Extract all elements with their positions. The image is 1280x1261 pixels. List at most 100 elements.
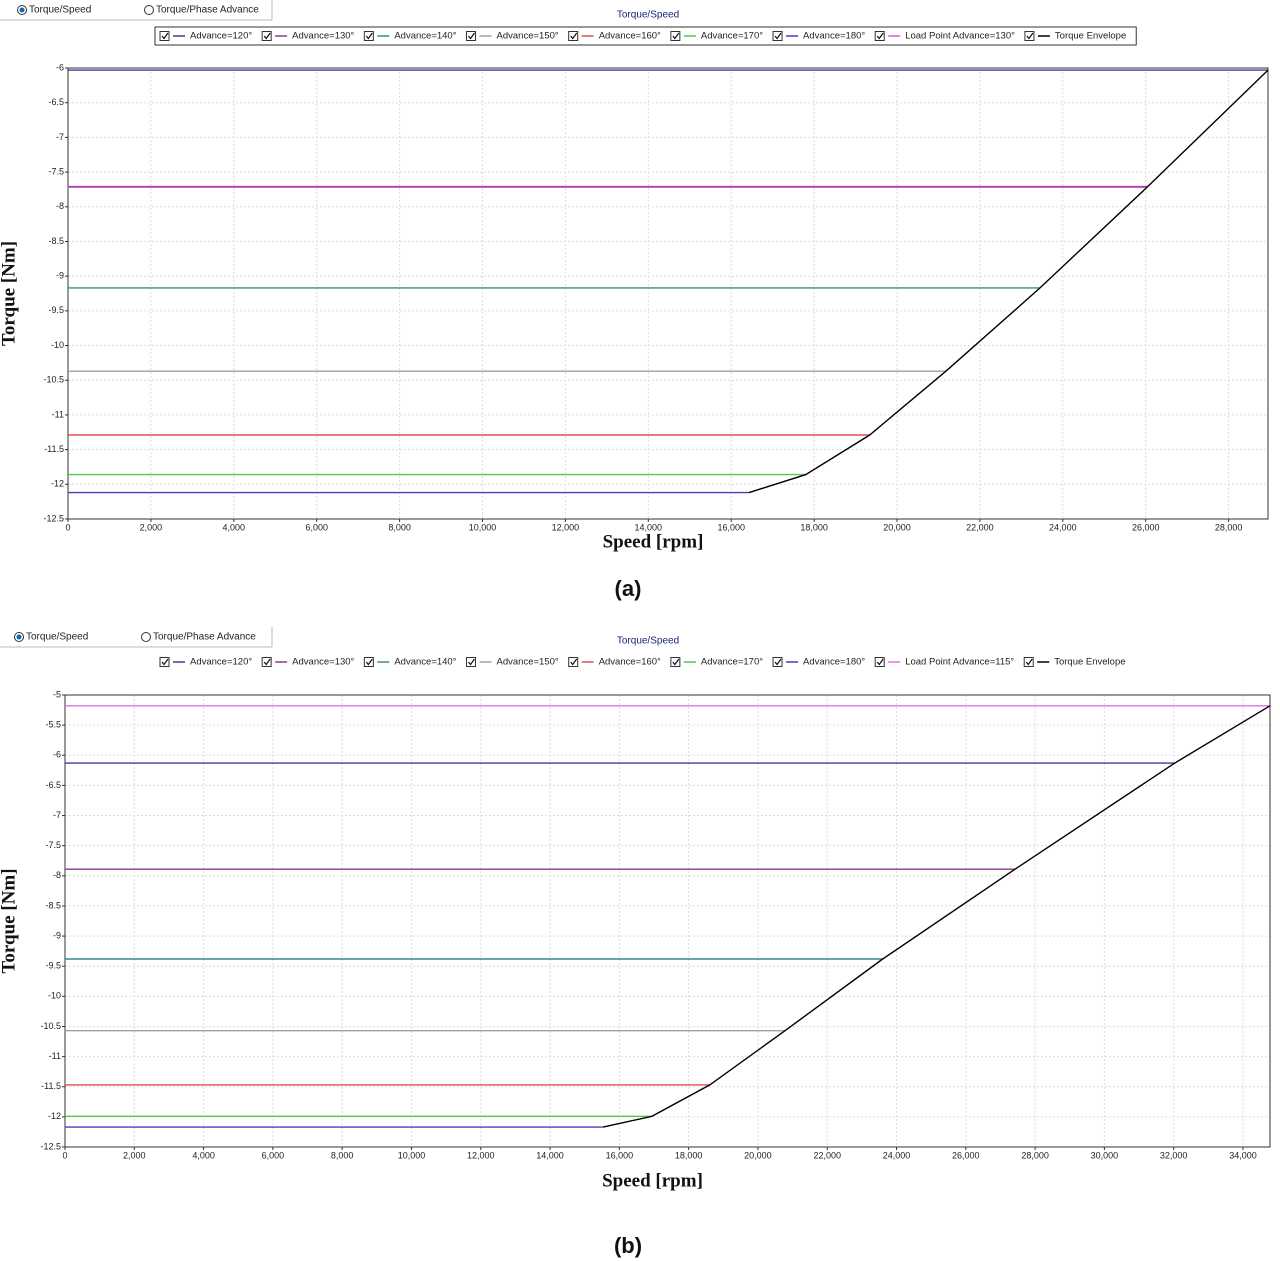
y-tick-label: -7.5 (45, 840, 61, 850)
y-tick-label: -8.5 (45, 900, 61, 910)
legend-label: Advance=150° (497, 657, 559, 668)
legend-checkbox[interactable] (874, 657, 885, 667)
x-tick-label: 22,000 (966, 522, 994, 532)
legend-checkbox[interactable] (159, 657, 170, 667)
check-mark (1026, 32, 1034, 40)
chart: Torque/Speed Torque/Phase Advance Torque/S… (0, 0, 1269, 601)
x-tick-label: 8,000 (331, 1150, 354, 1160)
y-tick-label: -11.5 (41, 1081, 61, 1091)
check-mark (672, 658, 680, 666)
caption: (b) (614, 1233, 642, 1258)
check-mark (774, 32, 782, 40)
x-tick-label: 14,000 (635, 522, 663, 532)
x-tick-label: 24,000 (883, 1150, 911, 1160)
series-line (748, 69, 1269, 494)
legend-checkbox[interactable] (261, 31, 272, 41)
legend-checkbox[interactable] (466, 657, 477, 667)
legend-label: Advance=160° (599, 657, 661, 668)
legend-checkbox[interactable] (159, 31, 170, 41)
x-tick-label: 26,000 (1132, 522, 1160, 532)
legend-label: Torque Envelope (1055, 31, 1126, 42)
legend: Advance=120° Advance=130° Advance=140° Adva… (154, 26, 1137, 46)
y-axis-label: Torque [Nm] (0, 241, 19, 346)
tab-label[interactable]: Torque/Speed (26, 632, 88, 643)
check-mark (672, 32, 680, 40)
x-tick-label: 6,000 (305, 522, 328, 532)
legend-checkbox[interactable] (670, 31, 681, 41)
y-tick-label: -7 (53, 810, 61, 820)
legend-label: Advance=120° (190, 31, 252, 42)
x-tick-label: 18,000 (675, 1150, 703, 1160)
x-tick-label: 14,000 (536, 1150, 564, 1160)
check-mark (263, 658, 271, 666)
x-tick-label: 0 (65, 522, 70, 532)
x-tick-label: 10,000 (398, 1150, 426, 1160)
y-axis-label: Torque [Nm] (0, 868, 19, 973)
legend-checkbox[interactable] (1023, 657, 1034, 667)
legend-checkbox[interactable] (466, 31, 477, 41)
radio[interactable] (144, 5, 154, 15)
tab-label[interactable]: Torque/Phase Advance (156, 5, 259, 16)
x-tick-label: 24,000 (1049, 522, 1077, 532)
x-tick-label: 2,000 (123, 1150, 146, 1160)
legend-checkbox[interactable] (363, 657, 374, 667)
chart: Torque/Speed Torque/Phase Advance Torque/S… (0, 627, 1271, 1258)
legend-label: Advance=120° (190, 657, 252, 668)
y-tick-label: -12.5 (40, 1141, 61, 1151)
y-tick-label: -9 (56, 271, 64, 281)
x-tick-label: 26,000 (952, 1150, 980, 1160)
legend-label: Load Point Advance=115° (905, 657, 1014, 668)
check-mark (876, 32, 884, 40)
x-tick-label: 12,000 (467, 1150, 495, 1160)
y-tick-label: -6 (53, 750, 61, 760)
x-tick-label: 20,000 (744, 1150, 772, 1160)
y-tick-label: -7 (56, 132, 64, 142)
y-tick-label: -9.5 (48, 305, 64, 315)
legend-checkbox[interactable] (874, 31, 885, 41)
x-tick-label: 10,000 (469, 522, 497, 532)
legend-label: Advance=160° (599, 31, 661, 42)
y-tick-label: -8.5 (48, 236, 64, 246)
y-tick-label: -10 (51, 340, 64, 350)
legend-checkbox[interactable] (772, 657, 783, 667)
y-tick-label: -5 (53, 689, 61, 699)
check-mark (161, 32, 169, 40)
legend: Advance=120° Advance=130° Advance=140° Adva… (159, 657, 1126, 668)
x-tick-label: 20,000 (883, 522, 911, 532)
y-tick-label: -12 (51, 479, 64, 489)
check-mark (876, 658, 884, 666)
check-mark (468, 32, 476, 40)
x-tick-label: 4,000 (192, 1150, 215, 1160)
x-tick-label: 0 (62, 1150, 67, 1160)
radio[interactable] (141, 632, 151, 642)
radio-dot (16, 634, 22, 640)
legend-checkbox[interactable] (568, 31, 579, 41)
check-mark (570, 32, 578, 40)
y-tick-label: -11 (49, 1051, 61, 1061)
y-tick-label: -5.5 (45, 720, 61, 730)
x-axis-label: Speed [rpm] (603, 531, 704, 552)
legend-label: Advance=180° (803, 657, 865, 668)
y-tick-label: -6 (56, 62, 64, 72)
tab-label[interactable]: Torque/Speed (29, 5, 91, 16)
chart-title: Torque/Speed (617, 10, 679, 21)
legend-checkbox[interactable] (568, 657, 579, 667)
tab-label[interactable]: Torque/Phase Advance (153, 632, 256, 643)
legend-checkbox[interactable] (363, 31, 374, 41)
check-mark (365, 658, 373, 666)
legend-checkbox[interactable] (1024, 31, 1035, 41)
y-tick-label: -12 (48, 1111, 61, 1121)
legend-checkbox[interactable] (261, 657, 272, 667)
y-tick-label: -8 (53, 870, 61, 880)
x-tick-label: 32,000 (1160, 1150, 1188, 1160)
y-tick-label: -7.5 (48, 166, 64, 176)
legend-checkbox[interactable] (772, 31, 783, 41)
check-mark (774, 658, 782, 666)
legend-label: Torque Envelope (1054, 657, 1125, 668)
x-tick-label: 28,000 (1215, 522, 1243, 532)
plot-area (65, 695, 1270, 1147)
legend-checkbox[interactable] (670, 657, 681, 667)
x-tick-label: 34,000 (1229, 1150, 1257, 1160)
chart-title: Torque/Speed (617, 636, 679, 647)
